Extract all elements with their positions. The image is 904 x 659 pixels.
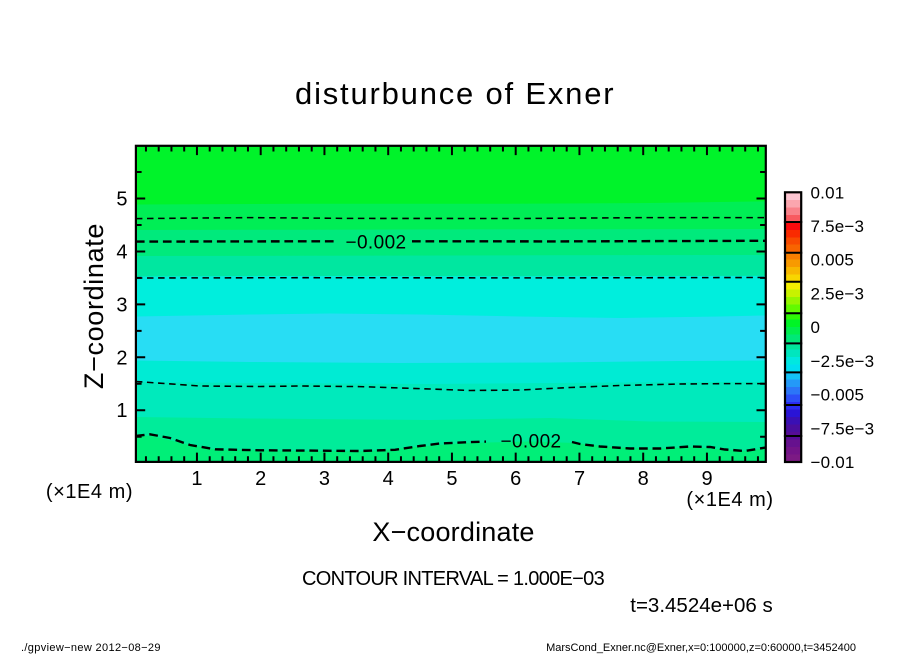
svg-text:5: 5 [446,468,457,490]
svg-text:0: 0 [811,318,821,337]
svg-text:MarsCond_Exner.nc@Exner,x=0:10: MarsCond_Exner.nc@Exner,x=0:100000,z=0:6… [546,642,856,654]
svg-text:3: 3 [319,468,330,490]
svg-text:t=3.4524e+06 s: t=3.4524e+06 s [630,594,773,617]
svg-text:disturbunce of Exner: disturbunce of Exner [295,76,615,111]
svg-text:7.5e−3: 7.5e−3 [811,217,865,236]
svg-text:./gpview−new 2012−08−29: ./gpview−new 2012−08−29 [21,642,161,654]
svg-text:3: 3 [116,294,127,316]
svg-text:0.005: 0.005 [811,251,855,270]
svg-text:9: 9 [701,468,712,490]
svg-text:2: 2 [116,347,127,369]
svg-text:−2.5e−3: −2.5e−3 [811,352,875,371]
svg-text:−0.005: −0.005 [811,386,865,405]
svg-text:0.01: 0.01 [811,183,845,202]
svg-text:4: 4 [116,242,127,264]
svg-text:−7.5e−3: −7.5e−3 [811,419,875,438]
svg-text:4: 4 [383,468,394,490]
svg-text:−0.002: −0.002 [500,432,561,453]
svg-text:2.5e−3: 2.5e−3 [811,284,865,303]
svg-text:−0.01: −0.01 [811,453,855,472]
svg-text:−0.002: −0.002 [345,233,406,254]
svg-text:2: 2 [255,468,266,490]
svg-text:(×1E4 m): (×1E4 m) [686,489,773,511]
svg-text:(×1E4 m): (×1E4 m) [46,481,133,503]
svg-text:6: 6 [510,468,521,490]
svg-text:8: 8 [638,468,649,490]
svg-text:1: 1 [191,468,202,490]
svg-text:5: 5 [116,189,127,211]
svg-text:X−coordinate: X−coordinate [372,517,534,547]
svg-text:7: 7 [574,468,585,490]
svg-text:Z−coordinate: Z−coordinate [79,223,109,389]
svg-text:1: 1 [116,400,127,422]
svg-text:CONTOUR INTERVAL = 1.000E−03: CONTOUR INTERVAL = 1.000E−03 [302,568,605,590]
